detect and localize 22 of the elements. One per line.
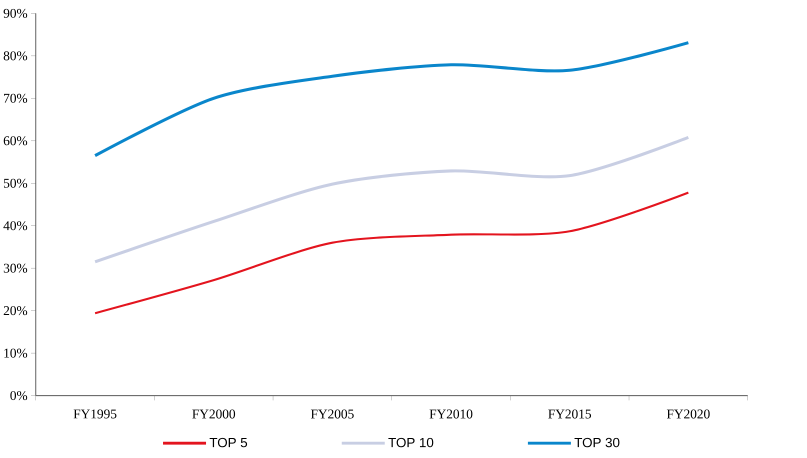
x-tick-label: FY2005 xyxy=(310,410,354,419)
y-tick-label: 0% xyxy=(10,391,28,400)
x-tick-label: FY2010 xyxy=(430,410,472,419)
x-tick-label: FY1995 xyxy=(74,410,116,419)
y-tick-label: 70% xyxy=(4,94,28,103)
x-tick-label: FY2000 xyxy=(192,410,236,419)
x-tick-label: FY2020 xyxy=(666,410,710,419)
legend-label: TOP 30 xyxy=(574,438,620,448)
y-tick-label: 50% xyxy=(4,178,28,188)
legend-label: TOP 10 xyxy=(388,438,434,448)
y-tick-label: 60% xyxy=(4,136,28,146)
legend-label: TOP 5 xyxy=(210,438,248,448)
y-tick-label: 40% xyxy=(3,221,28,230)
y-tick-label: 20% xyxy=(4,306,28,316)
line-series xyxy=(94,136,690,264)
y-tick-label: 80% xyxy=(4,51,28,61)
line-series xyxy=(94,41,690,158)
line-series xyxy=(94,192,690,314)
x-tick-label: FY2015 xyxy=(548,410,592,419)
y-tick-label: 10% xyxy=(4,348,28,358)
y-tick-label: 90% xyxy=(4,8,28,18)
y-tick-label: 30% xyxy=(4,264,28,273)
